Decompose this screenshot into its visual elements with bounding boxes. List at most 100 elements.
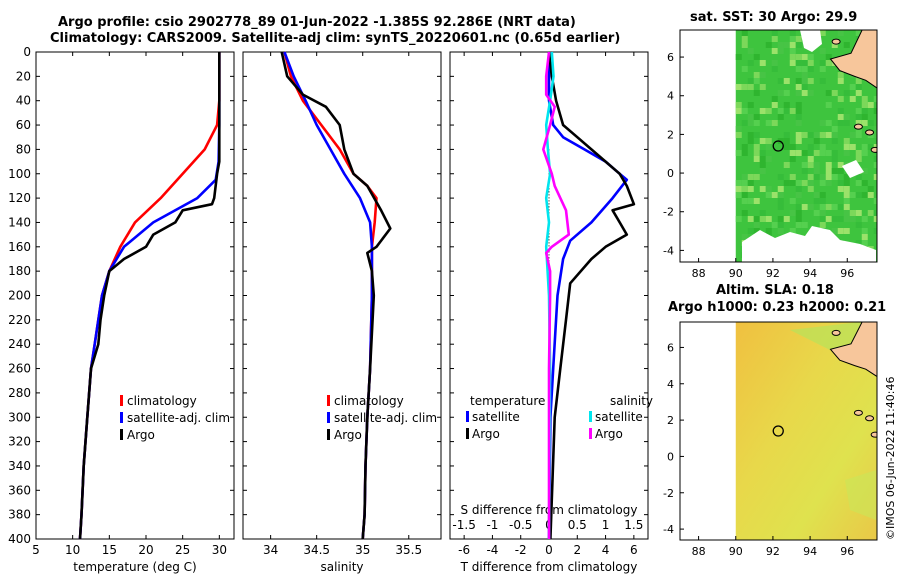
sst-cell [855, 180, 862, 186]
sst-cell [747, 48, 754, 54]
sst-cell [807, 54, 814, 60]
sst-cell [753, 174, 760, 180]
sst-cell [735, 216, 742, 222]
series-line-argo [78, 52, 221, 540]
sst-cell [747, 186, 754, 192]
sst-cell [771, 102, 778, 108]
y-tick-label: 280 [8, 386, 31, 400]
sst-cell [807, 60, 814, 66]
x-tick-label: 6 [630, 543, 638, 557]
s-tick-label: -1 [486, 518, 498, 532]
sst-cell [831, 132, 838, 138]
map-field [680, 30, 877, 262]
sst-cell [807, 144, 814, 150]
sst-cell [807, 150, 814, 156]
sst-cell [873, 132, 877, 138]
sst-cell [837, 72, 844, 78]
land-coastline [829, 30, 877, 89]
sst-cell [741, 144, 748, 150]
sst-cell [861, 102, 868, 108]
sst-cell [813, 138, 820, 144]
sst-cell [819, 144, 826, 150]
sst-cell [795, 114, 802, 120]
y-tick-label: 120 [8, 191, 31, 205]
sst-cell [825, 102, 832, 108]
sst-cell [765, 42, 772, 48]
sst-cell [789, 48, 796, 54]
sst-cell [831, 216, 838, 222]
sst-cell [765, 120, 772, 126]
y-tick-label: 360 [8, 483, 31, 497]
sst-cell [759, 168, 766, 174]
sst-cell [741, 30, 748, 36]
sst-cell [855, 114, 862, 120]
sst-cell [801, 162, 808, 168]
legend-swatch [466, 428, 469, 439]
sst-cell [843, 192, 850, 198]
s-tick-label: -0.5 [509, 518, 532, 532]
sst-cell [867, 120, 874, 126]
sst-cell [735, 180, 742, 186]
sst-cell [843, 150, 850, 156]
sst-cell [747, 228, 754, 234]
legend-label: satellite [595, 410, 643, 424]
x-tick-label: -4 [486, 543, 498, 557]
sst-cell [861, 234, 868, 240]
sst-cell [795, 42, 802, 48]
sst-cell [861, 96, 868, 102]
sst-cell [843, 204, 850, 210]
sst-cell [735, 150, 742, 156]
sst-cell [819, 216, 826, 222]
island [870, 146, 877, 153]
sst-cell [837, 162, 844, 168]
sst-cell [843, 120, 850, 126]
sst-cell [849, 144, 856, 150]
sst-cell [795, 102, 802, 108]
y-tick-label: 400 [8, 532, 31, 546]
island [853, 123, 863, 130]
sst-cell [735, 192, 742, 198]
sst-cell [771, 60, 778, 66]
sst-cell [813, 162, 820, 168]
sst-cell [759, 210, 766, 216]
x-tick-label: 10 [65, 543, 80, 557]
sst-cell [837, 168, 844, 174]
island [831, 38, 841, 45]
sst-cell [825, 162, 832, 168]
sst-cell [777, 186, 784, 192]
sst-cell [783, 78, 790, 84]
y-tick-label: 4 [667, 378, 674, 391]
sst-cell [855, 132, 862, 138]
sst-cell [861, 144, 868, 150]
sst-cell [819, 222, 826, 228]
y-tick-label: 2 [667, 128, 674, 141]
sst-cell [867, 192, 874, 198]
sst-cell [783, 138, 790, 144]
panel-temperature: 0 20 40 60 80 100 120 140 160 180 200 220 240 260 280 3… [8, 45, 235, 574]
sst-cell [825, 174, 832, 180]
sst-cell [831, 150, 838, 156]
figure-title-line2: Climatology: CARS2009. Satellite-adj cli… [50, 31, 621, 46]
sst-cell [765, 144, 772, 150]
sst-cell [819, 192, 826, 198]
x-tick-label: 25 [175, 543, 190, 557]
legend-swatch [327, 395, 330, 406]
cloud-patch [742, 226, 876, 262]
sst-cell [837, 180, 844, 186]
sst-cell [747, 138, 754, 144]
sst-cell [735, 126, 742, 132]
sst-cell [849, 96, 856, 102]
sst-cell [801, 168, 808, 174]
sst-cell [807, 186, 814, 192]
x-tick-label: 92 [766, 545, 780, 558]
sst-cell [813, 192, 820, 198]
sst-cell [777, 198, 784, 204]
sst-cell [759, 162, 766, 168]
sst-cell [765, 216, 772, 222]
sst-cell [777, 222, 784, 228]
sst-cell [831, 90, 838, 96]
y-tick-label: 2 [667, 414, 674, 427]
sst-cell [801, 60, 808, 66]
cloud-patch [800, 30, 822, 52]
island [865, 129, 875, 136]
